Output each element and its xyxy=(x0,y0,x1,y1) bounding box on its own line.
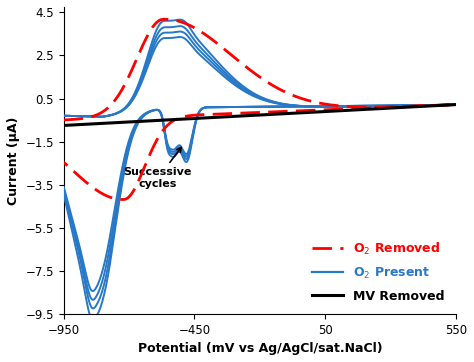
Text: Successive
cycles: Successive cycles xyxy=(124,147,192,189)
X-axis label: Potential (mV vs Ag/AgCl/sat.NaCl): Potential (mV vs Ag/AgCl/sat.NaCl) xyxy=(137,342,382,355)
Y-axis label: Current (μA): Current (μA) xyxy=(7,116,20,205)
Legend: O$_2$ Removed, O$_2$ Present, MV Removed: O$_2$ Removed, O$_2$ Present, MV Removed xyxy=(307,236,450,308)
